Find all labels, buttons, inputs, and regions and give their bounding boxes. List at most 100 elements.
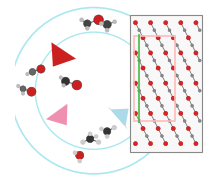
Circle shape [179, 142, 183, 146]
Circle shape [25, 72, 29, 76]
Circle shape [179, 81, 183, 85]
Circle shape [61, 83, 66, 88]
Circle shape [160, 135, 164, 138]
Circle shape [148, 81, 153, 85]
Bar [130, 15, 202, 152]
Circle shape [179, 51, 183, 55]
Circle shape [112, 19, 117, 24]
Circle shape [160, 74, 164, 77]
Circle shape [156, 36, 160, 40]
Circle shape [164, 21, 168, 25]
Circle shape [88, 132, 92, 136]
Circle shape [148, 51, 153, 55]
Circle shape [175, 135, 179, 138]
Circle shape [156, 126, 160, 131]
Circle shape [186, 36, 191, 40]
Circle shape [105, 134, 109, 139]
Circle shape [138, 119, 141, 122]
Circle shape [168, 89, 171, 92]
Circle shape [194, 21, 198, 25]
Circle shape [105, 28, 109, 33]
Circle shape [191, 135, 194, 138]
Circle shape [80, 139, 85, 145]
Circle shape [72, 80, 82, 90]
Circle shape [183, 119, 186, 122]
Circle shape [133, 51, 138, 55]
Circle shape [133, 111, 138, 115]
Circle shape [148, 142, 153, 146]
Circle shape [194, 111, 198, 115]
Circle shape [148, 21, 153, 25]
Circle shape [183, 29, 186, 32]
Circle shape [194, 81, 198, 85]
Circle shape [183, 59, 186, 62]
Circle shape [138, 59, 141, 62]
Circle shape [160, 44, 164, 47]
Circle shape [186, 126, 191, 131]
Circle shape [198, 89, 201, 92]
Circle shape [198, 29, 201, 32]
Circle shape [133, 81, 138, 85]
Circle shape [164, 51, 168, 55]
Circle shape [164, 142, 168, 146]
Circle shape [179, 21, 183, 25]
Circle shape [79, 18, 84, 22]
Circle shape [85, 26, 90, 31]
Circle shape [94, 15, 104, 25]
Circle shape [16, 84, 20, 88]
Circle shape [145, 74, 148, 77]
Circle shape [175, 74, 179, 77]
Circle shape [183, 89, 186, 92]
Circle shape [141, 96, 145, 100]
Circle shape [138, 29, 141, 32]
Circle shape [27, 87, 36, 96]
Circle shape [99, 127, 104, 131]
Circle shape [186, 96, 191, 100]
Circle shape [77, 159, 82, 163]
Circle shape [168, 29, 171, 32]
Circle shape [191, 44, 194, 47]
Circle shape [73, 150, 77, 155]
Circle shape [198, 59, 201, 62]
Circle shape [156, 96, 160, 100]
Circle shape [153, 89, 156, 92]
Circle shape [61, 77, 70, 85]
Circle shape [29, 68, 36, 75]
Circle shape [175, 44, 179, 47]
Bar [130, 15, 202, 152]
Circle shape [168, 59, 171, 62]
Circle shape [145, 44, 148, 47]
Circle shape [86, 135, 94, 143]
Circle shape [194, 142, 198, 146]
Circle shape [153, 29, 156, 32]
Circle shape [194, 51, 198, 55]
Circle shape [141, 36, 145, 40]
Circle shape [153, 119, 156, 122]
Circle shape [153, 59, 156, 62]
Circle shape [141, 126, 145, 131]
Circle shape [186, 66, 191, 70]
Circle shape [171, 36, 175, 40]
Circle shape [83, 20, 91, 27]
Circle shape [76, 151, 84, 160]
Circle shape [191, 74, 194, 77]
Circle shape [156, 66, 160, 70]
Circle shape [171, 126, 175, 131]
Circle shape [99, 21, 104, 26]
Circle shape [164, 111, 168, 115]
Circle shape [164, 81, 168, 85]
Circle shape [145, 104, 148, 107]
Circle shape [103, 128, 111, 135]
Circle shape [171, 66, 175, 70]
Circle shape [112, 125, 117, 130]
Circle shape [96, 139, 101, 145]
Circle shape [179, 111, 183, 115]
Circle shape [168, 119, 171, 122]
Circle shape [148, 111, 153, 115]
Circle shape [138, 89, 141, 92]
Circle shape [21, 91, 25, 96]
Circle shape [191, 104, 194, 107]
Circle shape [198, 119, 201, 122]
Circle shape [171, 96, 175, 100]
Circle shape [133, 142, 138, 146]
